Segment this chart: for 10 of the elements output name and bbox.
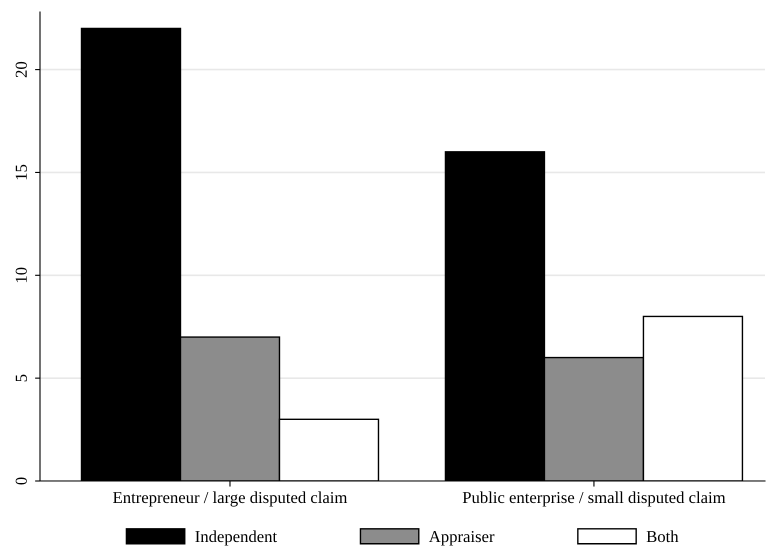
y-tick-label: 5: [16, 374, 27, 382]
y-tick-label: 0: [16, 477, 27, 485]
x-tick-label: Public enterprise / small disputed claim: [462, 491, 726, 507]
x-tick-label: Entrepreneur / large disputed claim: [113, 491, 348, 507]
y-tick-label: 20: [16, 62, 27, 78]
legend-label: Both: [646, 530, 678, 542]
legend-label: Independent: [195, 530, 278, 546]
legend-label: Appraiser: [428, 530, 494, 546]
y-tick-label: 15: [16, 164, 27, 180]
y-tick-label: 10: [16, 268, 27, 282]
